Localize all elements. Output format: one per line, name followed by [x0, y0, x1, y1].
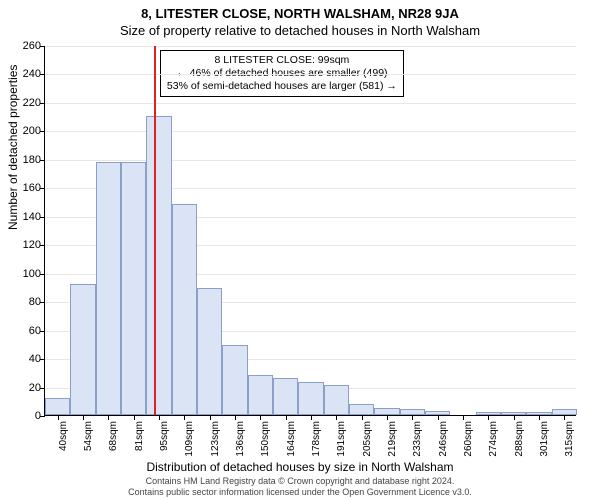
- xtick-mark: [58, 415, 59, 420]
- xtick-label: 68sqm: [108, 421, 119, 451]
- ytick-label: 20: [29, 382, 41, 394]
- annot-line1: 8 LITESTER CLOSE: 99sqm: [167, 54, 397, 67]
- ytick-label: 200: [23, 125, 41, 137]
- histogram-bar: [374, 408, 399, 415]
- histogram-bar: [349, 404, 374, 415]
- ytick-label: 180: [23, 154, 41, 166]
- ytick-label: 160: [23, 182, 41, 194]
- y-axis-label: Number of detached properties: [6, 65, 20, 230]
- xtick-mark: [184, 415, 185, 420]
- xtick-mark: [260, 415, 261, 420]
- annot-line3: 53% of semi-detached houses are larger (…: [167, 80, 397, 93]
- xtick-label: 315sqm: [564, 421, 575, 457]
- xtick-mark: [83, 415, 84, 420]
- xtick-label: 164sqm: [286, 421, 297, 457]
- histogram-bar: [248, 375, 273, 415]
- xtick-label: 136sqm: [235, 421, 246, 457]
- histogram-bar: [172, 204, 197, 415]
- ytick-label: 80: [29, 296, 41, 308]
- ytick-label: 260: [23, 40, 41, 52]
- xtick-label: 95sqm: [159, 421, 170, 451]
- histogram-bar: [273, 378, 298, 415]
- xtick-label: 205sqm: [362, 421, 373, 457]
- property-marker-line: [154, 46, 156, 415]
- ytick-label: 240: [23, 68, 41, 80]
- xtick-mark: [438, 415, 439, 420]
- footer-line2: Contains public sector information licen…: [0, 487, 600, 498]
- xtick-label: 123sqm: [210, 421, 221, 457]
- histogram-bar: [121, 162, 146, 415]
- xtick-label: 260sqm: [463, 421, 474, 457]
- xtick-mark: [387, 415, 388, 420]
- ytick-label: 60: [29, 325, 41, 337]
- xtick-mark: [564, 415, 565, 420]
- xtick-label: 301sqm: [539, 421, 550, 457]
- xtick-mark: [539, 415, 540, 420]
- histogram-bar: [146, 116, 171, 415]
- xtick-mark: [463, 415, 464, 420]
- xtick-mark: [134, 415, 135, 420]
- xtick-label: 191sqm: [336, 421, 347, 457]
- gridline: [45, 131, 576, 132]
- xtick-mark: [362, 415, 363, 420]
- xtick-label: 219sqm: [387, 421, 398, 457]
- histogram-bar: [45, 398, 70, 415]
- xtick-label: 178sqm: [311, 421, 322, 457]
- xtick-label: 150sqm: [260, 421, 271, 457]
- xtick-mark: [412, 415, 413, 420]
- xtick-label: 40sqm: [58, 421, 69, 451]
- histogram-bar: [298, 382, 323, 415]
- xtick-label: 288sqm: [514, 421, 525, 457]
- xtick-mark: [311, 415, 312, 420]
- xtick-mark: [159, 415, 160, 420]
- gridline: [45, 103, 576, 104]
- xtick-mark: [210, 415, 211, 420]
- ytick-label: 100: [23, 268, 41, 280]
- xtick-label: 246sqm: [438, 421, 449, 457]
- gridline: [45, 160, 576, 161]
- xtick-label: 274sqm: [488, 421, 499, 457]
- xtick-label: 233sqm: [412, 421, 423, 457]
- page-title: 8, LITESTER CLOSE, NORTH WALSHAM, NR28 9…: [0, 0, 600, 21]
- xtick-mark: [286, 415, 287, 420]
- histogram-bar: [96, 162, 121, 415]
- x-axis-label: Distribution of detached houses by size …: [0, 460, 600, 474]
- footer-attribution: Contains HM Land Registry data © Crown c…: [0, 476, 600, 498]
- ytick-label: 140: [23, 211, 41, 223]
- xtick-mark: [108, 415, 109, 420]
- xtick-label: 109sqm: [184, 421, 195, 457]
- ytick-label: 120: [23, 239, 41, 251]
- ytick-label: 220: [23, 97, 41, 109]
- histogram-chart: 8 LITESTER CLOSE: 99sqm ← 46% of detache…: [44, 46, 576, 416]
- footer-line1: Contains HM Land Registry data © Crown c…: [0, 476, 600, 487]
- ytick-label: 40: [29, 353, 41, 365]
- xtick-label: 54sqm: [83, 421, 94, 451]
- gridline: [45, 46, 576, 47]
- gridline: [45, 74, 576, 75]
- xtick-mark: [235, 415, 236, 420]
- xtick-mark: [488, 415, 489, 420]
- xtick-label: 81sqm: [134, 421, 145, 451]
- ytick-label: 0: [35, 410, 41, 422]
- xtick-mark: [514, 415, 515, 420]
- histogram-bar: [324, 385, 349, 415]
- histogram-bar: [70, 284, 95, 415]
- page-subtitle: Size of property relative to detached ho…: [0, 21, 600, 38]
- xtick-mark: [336, 415, 337, 420]
- histogram-bar: [197, 288, 222, 415]
- histogram-bar: [222, 345, 247, 415]
